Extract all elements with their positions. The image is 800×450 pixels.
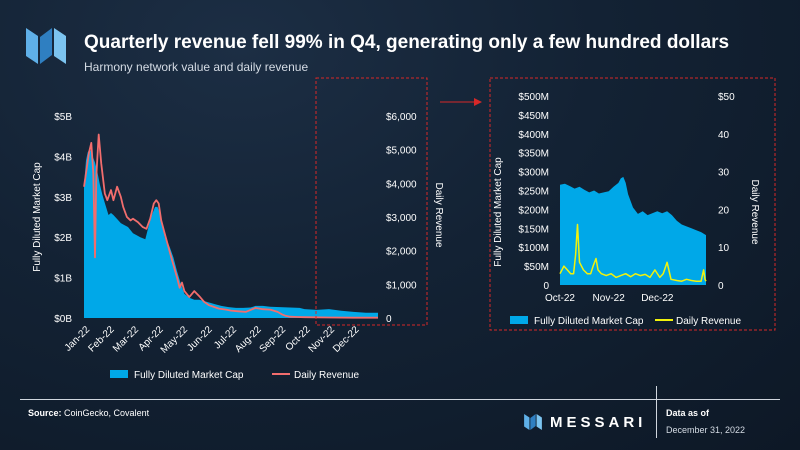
- zoom-y-tick-label: $350M: [518, 149, 549, 160]
- zoom-y2-tick-label: 30: [718, 168, 730, 179]
- zoom-arrow-head-icon: [474, 98, 482, 106]
- main-y-tick-label: $3B: [54, 193, 72, 204]
- main-y-tick-label: $1B: [54, 274, 72, 285]
- zoom-x-tick-label: Oct-22: [545, 293, 575, 304]
- zoom-legend-swatch-market-cap: [510, 316, 528, 324]
- zoom-y-tick-label: $250M: [518, 187, 549, 198]
- main-y2-tick-label: $6,000: [386, 112, 417, 123]
- data-as-of-label: Data as of: [666, 408, 710, 418]
- zoom-x-tick-label: Dec-22: [641, 293, 674, 304]
- main-y2-tick-label: $5,000: [386, 146, 417, 157]
- zoom-y-tick-label: $150M: [518, 224, 549, 235]
- zoom-y-tick-label: $300M: [518, 168, 549, 179]
- main-series-daily-revenue-line: [83, 133, 378, 319]
- main-x-tick-label: Dec-22: [331, 324, 362, 355]
- zoom-y-tick-label: $400M: [518, 130, 549, 141]
- chart-canvas: $0B $1B $2B $3B $4B $5B 0 $1,000 $2,000 $3,000 $4,…: [32, 77, 776, 381]
- zoom-legend-label: Fully Diluted Market Cap: [534, 316, 644, 327]
- chart-subtitle: Harmony network value and daily revenue: [84, 60, 309, 74]
- zoom-y2-axis-title: Daily Revenue: [749, 179, 760, 244]
- main-x-tick-label: Nov-22: [307, 324, 338, 355]
- zoom-y-tick-label: $100M: [518, 243, 549, 254]
- main-y2-tick-label: $4,000: [386, 179, 417, 190]
- zoom-y2-tick-label: 20: [718, 205, 730, 216]
- main-y-tick-label: $4B: [54, 152, 72, 163]
- zoom-y2-tick-label: 10: [718, 243, 730, 254]
- zoom-y2-tick-label: 0: [718, 281, 724, 292]
- main-highlight-box: [315, 77, 428, 326]
- chart-title: Quarterly revenue fell 99% in Q4, genera…: [84, 32, 730, 53]
- main-y2-tick-label: $2,000: [386, 247, 417, 258]
- zoom-legend-label: Daily Revenue: [676, 316, 741, 327]
- main-legend-swatch-market-cap: [110, 370, 128, 378]
- source-note: Source: CoinGecko, Covalent: [28, 408, 149, 418]
- zoom-y2-tick-label: $50: [718, 92, 735, 103]
- brand-logo: MESSARI: [524, 412, 646, 432]
- main-y-tick-label: $2B: [54, 233, 72, 244]
- main-y2-axis-title: Daily Revenue: [433, 182, 444, 247]
- main-x-tick-label: May-22: [159, 324, 191, 356]
- zoom-y-tick-label: $500M: [518, 92, 549, 103]
- main-y-axis-title: Fully Diluted Market Cap: [32, 162, 43, 272]
- messari-logo-icon: [26, 28, 66, 64]
- main-legend-label: Daily Revenue: [294, 370, 359, 381]
- zoom-y-tick-label: $50M: [524, 262, 549, 273]
- zoom-series-market-cap-area: [560, 176, 706, 285]
- main-x-tick-label: Mar-22: [111, 324, 141, 354]
- main-legend-label: Fully Diluted Market Cap: [134, 370, 244, 381]
- zoom-series-daily-revenue-line: [559, 223, 707, 282]
- zoom-y-tick-label: 0: [543, 281, 549, 292]
- main-y2-tick-label: $1,000: [386, 280, 417, 291]
- zoom-x-tick-label: Nov-22: [593, 293, 626, 304]
- messari-mark-icon: [524, 414, 542, 430]
- source-text: CoinGecko, Covalent: [64, 408, 150, 418]
- main-y-tick-label: $0B: [54, 314, 72, 325]
- zoom-y-tick-label: $200M: [518, 205, 549, 216]
- zoom-highlight-box: [489, 77, 776, 331]
- main-series-market-cap-area: [84, 148, 378, 318]
- main-x-tick-label: Feb-22: [86, 324, 116, 354]
- main-y-tick-label: $5B: [54, 112, 72, 123]
- main-x-tick-label: Jun-22: [185, 324, 215, 354]
- footer-divider: [20, 399, 780, 400]
- main-y2-tick-label: $3,000: [386, 213, 417, 224]
- zoom-y-tick-label: $450M: [518, 111, 549, 122]
- main-y2-tick-label: 0: [386, 314, 392, 325]
- zoom-y-axis-title: Fully Diluted Market Cap: [493, 157, 504, 267]
- footer-vertical-divider: [656, 386, 657, 438]
- brand-name: MESSARI: [550, 413, 647, 431]
- data-as-of-date: December 31, 2022: [666, 425, 746, 435]
- main-x-tick-label: Sep-22: [258, 324, 289, 355]
- source-label: Source:: [28, 408, 62, 418]
- zoom-y2-tick-label: 40: [718, 130, 730, 141]
